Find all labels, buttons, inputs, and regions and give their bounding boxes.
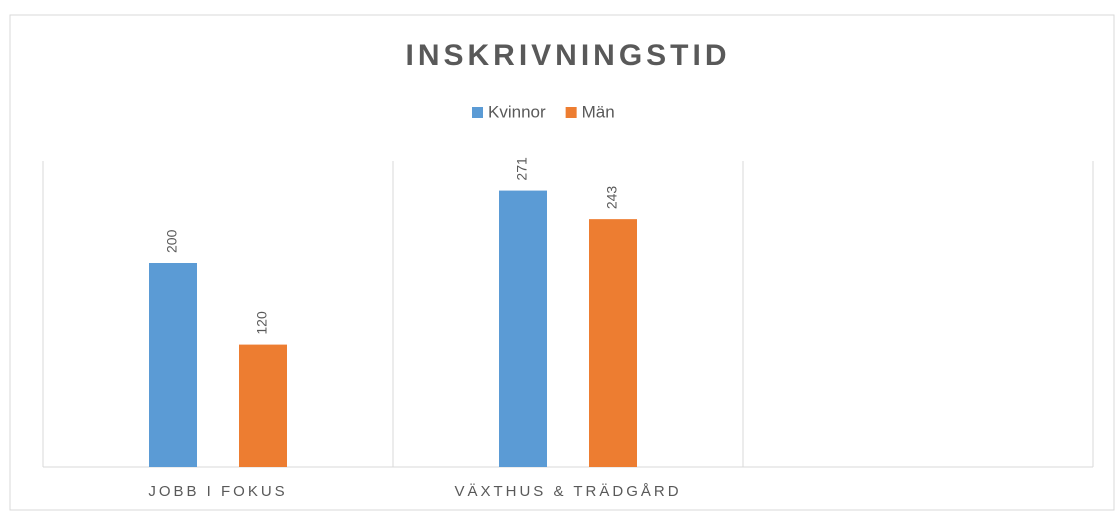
data-label: 200 (164, 229, 180, 253)
x-tick-label: JOBB I FOKUS (148, 483, 287, 500)
x-tick-label: VÄXTHUS & TRÄDGÅRD (454, 483, 681, 500)
chart-title: INSKRIVNINGSTID (405, 39, 730, 72)
legend-label: Kvinnor (488, 102, 546, 121)
bar (239, 344, 287, 467)
legend-swatch (472, 107, 483, 118)
data-label: 271 (514, 157, 530, 181)
bar (499, 190, 547, 467)
data-label: 120 (254, 311, 270, 335)
legend-swatch (565, 107, 577, 118)
bar (589, 219, 637, 467)
bar (149, 263, 197, 467)
data-label: 243 (604, 186, 620, 210)
legend-label: Män (582, 102, 615, 121)
